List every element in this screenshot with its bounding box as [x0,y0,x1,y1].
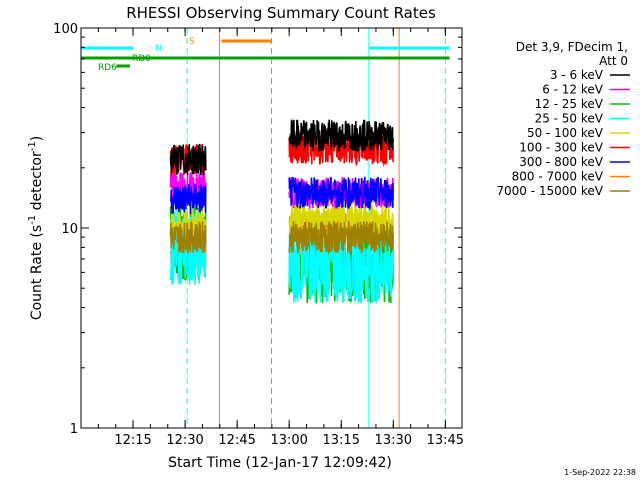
x-tick-label: 13:00 [270,433,307,448]
legend-label: 800 - 7000 keV [512,170,604,184]
flag-label-n: N [155,44,162,54]
x-tick-label: 13:15 [323,433,360,448]
series-trace [288,119,394,152]
flag-label-rd6: RD6 [98,63,117,73]
x-tick-label: 12:15 [114,433,151,448]
flag-label-rd0: RD0 [132,54,151,64]
y-axis-label: Count Rate (s-1 detector-1) [27,136,45,320]
y-tick-label: 100 [53,22,78,37]
x-tick-label: 12:30 [166,433,203,448]
legend-title-line2: Att 0 [599,54,628,68]
y-axis-label-main: Count Rate (s [29,225,45,320]
y-axis-label-end: ) [29,136,45,141]
plot-content: N RD0 RD6 S [80,28,450,428]
y-tick-label: 10 [61,222,78,237]
series-trace [288,228,394,304]
series-trace [169,221,207,254]
y-axis-label-sup1: -1 [27,215,38,225]
legend-label: 25 - 50 keV [535,112,604,126]
x-tick-label: 13:30 [375,433,412,448]
y-axis-ticks: 1 10 100 [53,22,462,437]
x-axis-ticks: 12:15 12:30 12:45 13:00 13:15 13:30 13:45 [97,28,464,448]
x-tick-label: 13:45 [427,433,464,448]
y-axis-label-mid: detector [29,151,45,215]
legend-label: 12 - 25 keV [535,97,604,111]
legend-label: 100 - 300 keV [519,141,603,155]
x-axis-label: Start Time (12-Jan-17 12:09:42) [168,455,392,471]
chart-title: RHESSI Observing Summary Count Rates [126,4,436,22]
legend-label: 3 - 6 keV [550,68,604,82]
legend-label: 300 - 800 keV [519,155,603,169]
flag-label-s: S [189,37,195,47]
legend-title-line1: Det 3,9, FDecim 1, [516,40,628,54]
x-tick-label: 12:45 [218,433,255,448]
y-tick-label: 1 [70,422,78,437]
legend-label: 7000 - 15000 keV [496,184,603,198]
legend-label: 6 - 12 keV [542,83,604,97]
series-trace [169,143,207,176]
series-trace [288,220,394,255]
series-trace [288,176,394,211]
series-trace [169,207,207,240]
footer-date: 1-Sep-2022 22:38 [564,468,636,477]
series-trace [169,182,207,214]
legend-label: 50 - 100 keV [527,126,604,140]
y-axis-label-sup2: -1 [27,141,38,151]
